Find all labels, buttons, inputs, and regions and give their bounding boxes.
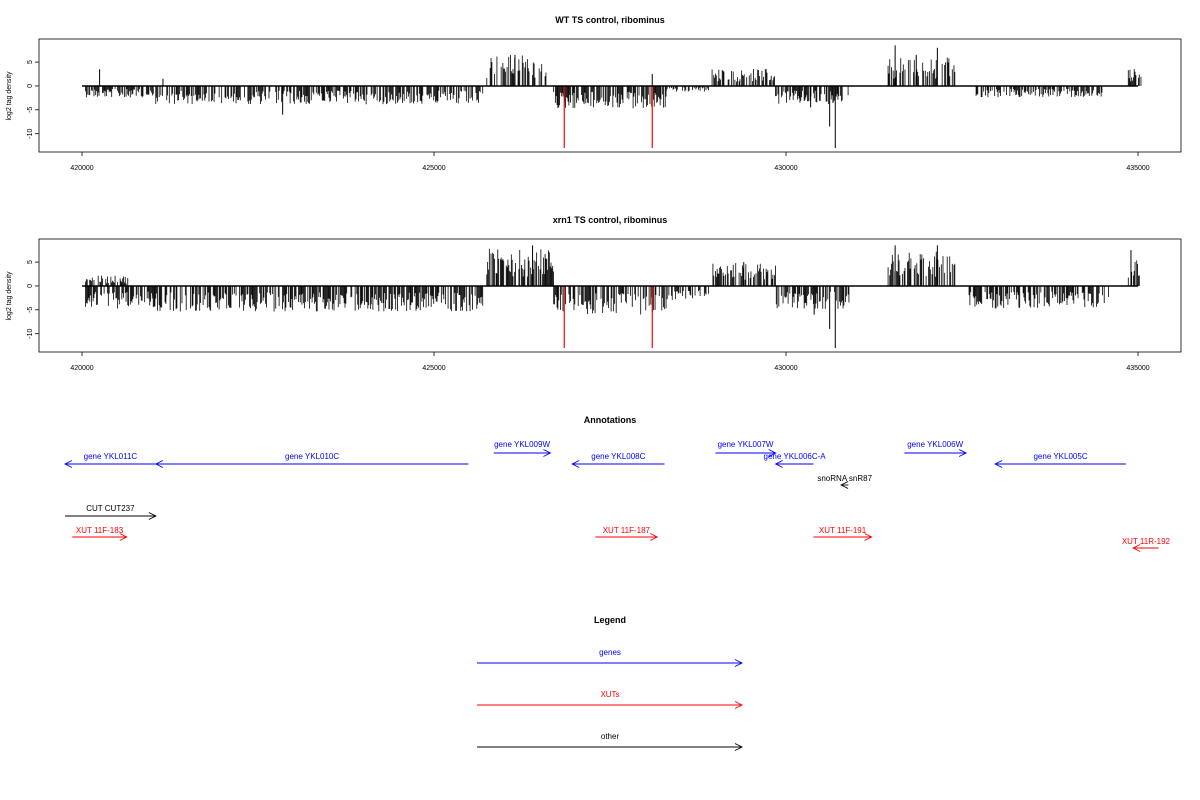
feature-label: gene YKL005C — [1033, 452, 1087, 461]
feature-label: gene YKL007W — [718, 440, 774, 449]
feature-label: gene YKL009W — [494, 440, 550, 449]
feature-arrow — [715, 449, 777, 457]
track-title: WT TS control, ribominus — [555, 15, 665, 25]
feature-arrow — [493, 449, 552, 457]
feature-arrow — [994, 460, 1126, 468]
y-tick-label: 0 — [27, 284, 34, 288]
legend-label: other — [601, 732, 620, 741]
x-tick-label: 435000 — [1126, 165, 1149, 172]
y-tick-label: 0 — [27, 84, 34, 88]
y-axis-label: log2 tag density — [6, 271, 13, 321]
feature-arrow — [63, 460, 156, 468]
axes-layer: 5 0 -5 -10 420000 425000 430000 435000 — [27, 260, 1150, 372]
y-tick-label: 5 — [27, 260, 34, 264]
feature-label: XUT 11R-192 — [1122, 537, 1171, 546]
y-tick-label: -5 — [27, 107, 34, 113]
track-title: xrn1 TS control, ribominus — [553, 215, 668, 225]
x-tick-label: 430000 — [774, 165, 797, 172]
feature-arrow — [595, 533, 659, 541]
feature-arrow — [774, 460, 814, 468]
feature-label: snoRNA snR87 — [817, 474, 872, 483]
feature-label: gene YKL010C — [285, 452, 339, 461]
feature-arrow — [813, 533, 873, 541]
x-tick-label: 435000 — [1126, 365, 1149, 372]
x-tick-label: 425000 — [422, 165, 445, 172]
feature-label: CUT CUT237 — [86, 504, 135, 513]
feature-arrow — [904, 449, 968, 457]
legend-label: XUTs — [600, 690, 619, 699]
feature-label: XUT 11F-191 — [819, 526, 867, 535]
feature-label: gene YKL006C-A — [764, 452, 827, 461]
y-tick-label: 5 — [27, 60, 34, 64]
feature-arrow — [72, 533, 128, 541]
annotations-panel: Annotations gene YKL011C gene YKL010Cgene… — [63, 415, 1171, 552]
plot-frame — [38, 238, 1182, 353]
feature-arrow — [65, 512, 157, 520]
x-tick-label: 425000 — [422, 365, 445, 372]
track-wt: WT TS control, ribominus 5 0 -5 -10 420000 42… — [6, 15, 1182, 172]
feature-label: XUT 11F-183 — [76, 526, 124, 535]
x-tick-label: 420000 — [70, 365, 93, 372]
feature-arrow — [1132, 544, 1159, 552]
feature-label: gene YKL008C — [591, 452, 645, 461]
feature-label: gene YKL006W — [907, 440, 963, 449]
y-axis-label: log2 tag density — [6, 71, 13, 121]
annotation-features: gene YKL011C gene YKL010C gene YKL009W gene… — [63, 440, 1171, 552]
feature-arrow — [840, 481, 849, 489]
bars-layer — [82, 245, 1140, 348]
plot-frame — [38, 38, 1182, 153]
legend-items: genes XUTs other — [477, 648, 744, 751]
axes-layer: 5 0 -5 -10 420000 425000 430000 435000 — [27, 60, 1150, 172]
feature-label: XUT 11F-187 — [603, 526, 651, 535]
x-tick-label: 420000 — [70, 165, 93, 172]
legend-arrow — [477, 701, 744, 709]
legend-label: genes — [599, 648, 621, 657]
y-tick-label: -10 — [27, 129, 34, 139]
legend-title: Legend — [594, 615, 626, 625]
legend-panel: Legend genes XUTs other — [477, 615, 744, 751]
legend-arrow — [477, 659, 744, 667]
legend-arrow — [477, 743, 744, 751]
bars-layer — [82, 45, 1142, 148]
y-tick-label: -10 — [27, 329, 34, 339]
annotations-title: Annotations — [584, 415, 637, 425]
feature-arrow — [154, 460, 469, 468]
feature-arrow — [571, 460, 665, 468]
y-tick-label: -5 — [27, 307, 34, 313]
x-tick-label: 430000 — [774, 365, 797, 372]
feature-label: gene YKL011C — [84, 452, 138, 461]
track-xrn1: xrn1 TS control, ribominus 5 0 -5 -10 420000… — [6, 215, 1182, 372]
